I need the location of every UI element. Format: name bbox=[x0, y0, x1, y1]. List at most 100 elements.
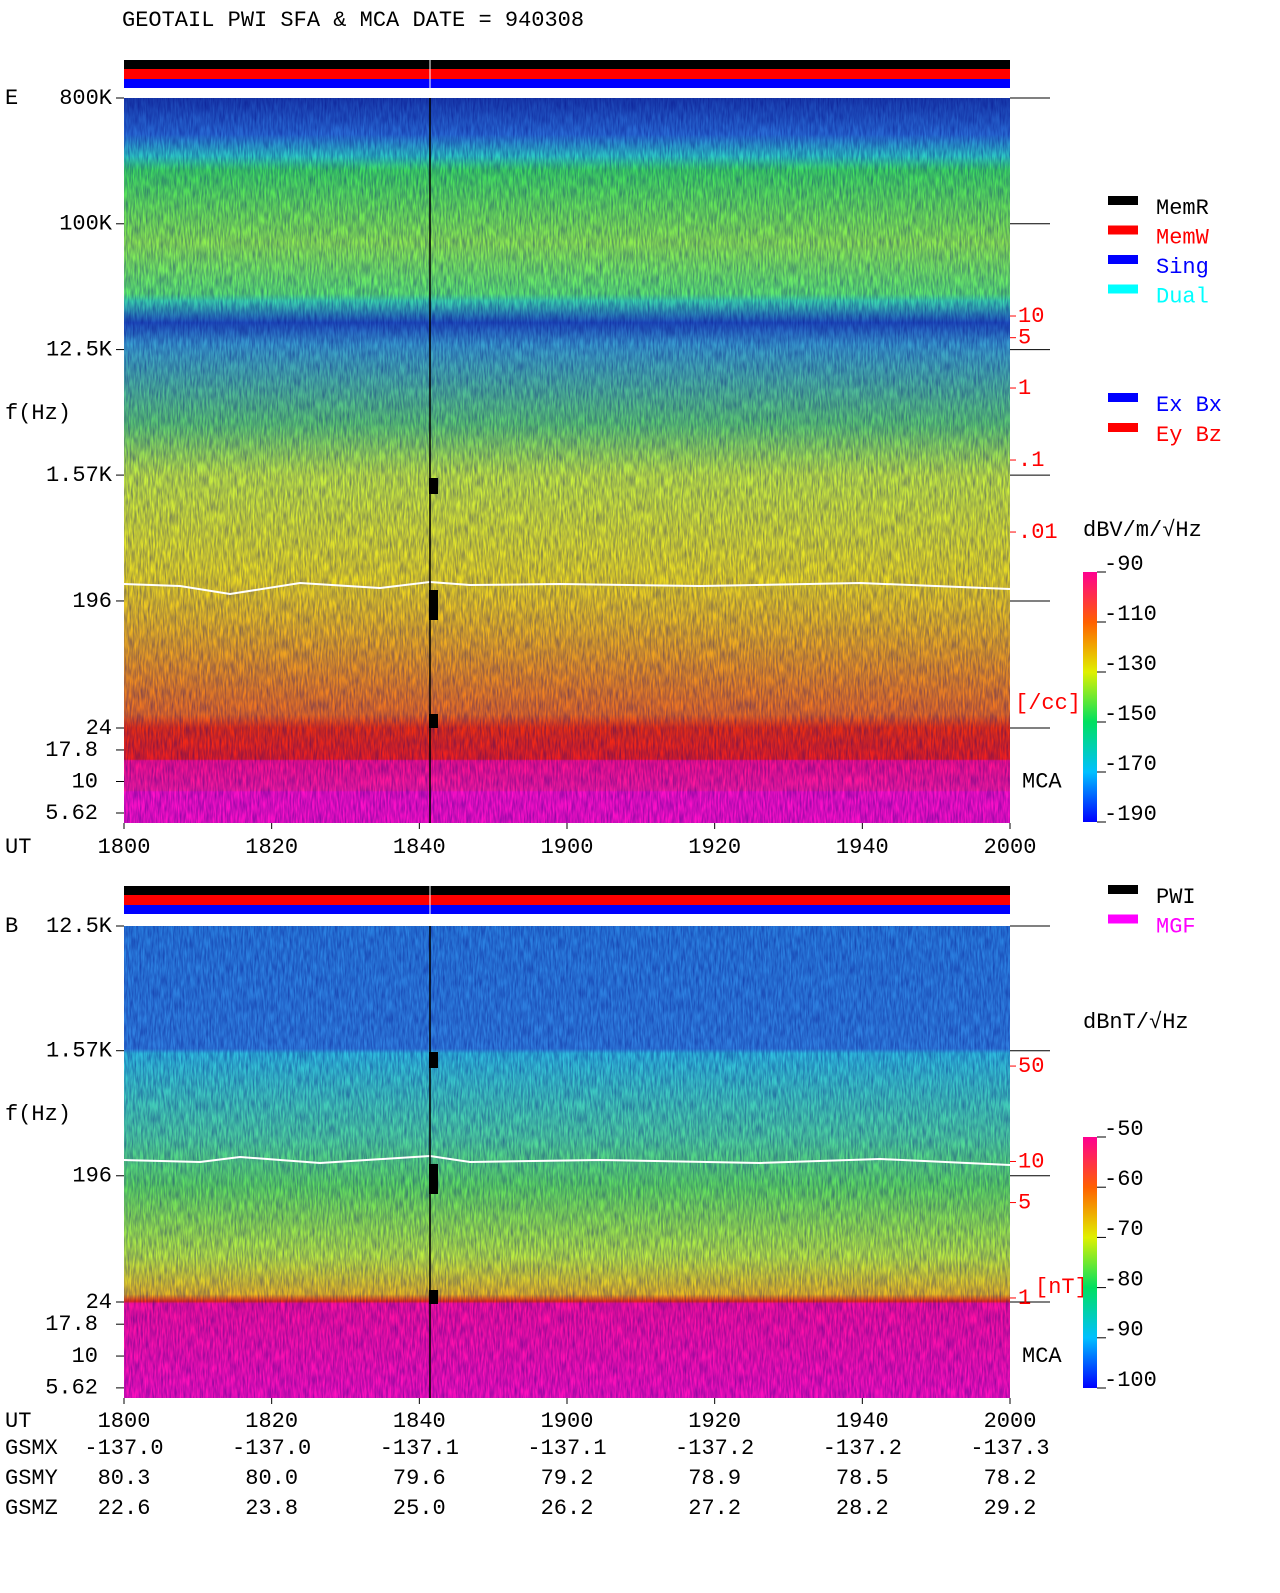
x-tick-label: 1820 bbox=[245, 835, 298, 860]
legend-swatch bbox=[1108, 284, 1138, 294]
x-tick-label: 2000 bbox=[984, 835, 1037, 860]
y-tick-label: 1.57K bbox=[46, 1039, 113, 1064]
gap-marker bbox=[429, 1052, 438, 1068]
colorbar bbox=[1083, 572, 1097, 822]
legend-label: PWI bbox=[1156, 885, 1196, 910]
legend-swatch bbox=[1108, 393, 1138, 402]
status-bar bbox=[124, 886, 1010, 895]
colorbar-tick-label: -190 bbox=[1104, 802, 1157, 827]
ephemeris-value: 79.6 bbox=[393, 1466, 446, 1491]
x-tick-label: 1920 bbox=[688, 1409, 741, 1434]
gap-marker bbox=[429, 590, 438, 620]
ephemeris-value: -137.2 bbox=[823, 1436, 902, 1461]
legend-label: MemW bbox=[1156, 225, 1210, 250]
x-tick-label: 1800 bbox=[98, 835, 151, 860]
y-tick-label: 17.8 bbox=[45, 1312, 98, 1337]
status-bar bbox=[124, 905, 1010, 914]
y2-tick-label: 50 bbox=[1018, 1054, 1044, 1079]
ephemeris-value: 26.2 bbox=[541, 1496, 594, 1521]
y-tick-label: 24 bbox=[86, 716, 112, 741]
spectrogram-texture bbox=[124, 926, 1010, 1398]
y-tick-label: 100K bbox=[59, 212, 113, 237]
y2-tick-label: .01 bbox=[1018, 520, 1058, 545]
mca-label: MCA bbox=[1022, 769, 1062, 794]
ephemeris-value: 78.2 bbox=[984, 1466, 1037, 1491]
panel-label: B bbox=[5, 914, 18, 939]
colorbar-tick-label: -90 bbox=[1104, 552, 1144, 577]
ephemeris-value: 25.0 bbox=[393, 1496, 446, 1521]
ephemeris-value: 23.8 bbox=[245, 1496, 298, 1521]
y-tick-label: 17.8 bbox=[45, 738, 98, 763]
y-tick-label: 12.5K bbox=[46, 337, 113, 362]
y-tick-label: 196 bbox=[72, 589, 112, 614]
ephemeris-value: 29.2 bbox=[984, 1496, 1037, 1521]
x-tick-label: 1840 bbox=[393, 1409, 446, 1434]
legend-swatch bbox=[1108, 196, 1138, 205]
ephemeris-value: 78.9 bbox=[688, 1466, 741, 1491]
status-bar bbox=[124, 79, 1010, 88]
x-tick-label: 1920 bbox=[688, 835, 741, 860]
y-tick-label: 800K bbox=[59, 86, 113, 111]
legend-label: Dual bbox=[1156, 284, 1209, 309]
y2-tick-label: 1 bbox=[1018, 376, 1031, 401]
x-tick-label: 1940 bbox=[836, 835, 889, 860]
status-bar bbox=[124, 60, 1010, 69]
mca-label: MCA bbox=[1022, 1344, 1062, 1369]
ephemeris-value: 78.5 bbox=[836, 1466, 889, 1491]
ephemeris-value: -137.1 bbox=[380, 1436, 459, 1461]
ephemeris-name: GSMX bbox=[5, 1436, 58, 1461]
colorbar bbox=[1083, 1137, 1097, 1388]
legend-label: MGF bbox=[1156, 914, 1196, 939]
colorbar-tick-label: -170 bbox=[1104, 752, 1157, 777]
ephemeris-value: 80.3 bbox=[98, 1466, 151, 1491]
plasma-line bbox=[123, 1154, 1011, 1166]
y-tick-label: 10 bbox=[72, 1344, 98, 1369]
legend-label: Sing bbox=[1156, 255, 1209, 280]
colorbar-tick-label: -90 bbox=[1104, 1318, 1144, 1343]
ephemeris-value: 22.6 bbox=[98, 1496, 151, 1521]
ephemeris-value: 79.2 bbox=[541, 1466, 594, 1491]
colorbar-tick-label: -110 bbox=[1104, 602, 1157, 627]
y-tick-label: 1.57K bbox=[46, 463, 113, 488]
legend-swatch bbox=[1108, 423, 1138, 432]
x-tick-label: 1840 bbox=[393, 835, 446, 860]
ephemeris-value: -137.0 bbox=[84, 1436, 163, 1461]
ephemeris-value: -137.1 bbox=[527, 1436, 606, 1461]
colorbar-tick-label: -150 bbox=[1104, 702, 1157, 727]
legend-label: Ey Bz bbox=[1156, 423, 1222, 448]
panel-label: E bbox=[5, 86, 18, 111]
y2-tick-label: .1 bbox=[1018, 448, 1044, 473]
y-axis-label: f(Hz) bbox=[5, 401, 71, 426]
legend-label: Ex Bx bbox=[1156, 393, 1222, 418]
y2-tick-label: 10 bbox=[1018, 1149, 1044, 1174]
legend-label: MemR bbox=[1156, 196, 1209, 221]
y-axis-label: f(Hz) bbox=[5, 1102, 71, 1127]
y2-tick-label: 1 bbox=[1018, 1286, 1031, 1311]
colorbar-tick-label: -50 bbox=[1104, 1117, 1144, 1142]
legend-swatch bbox=[1108, 885, 1138, 894]
colorbar-tick-label: -100 bbox=[1104, 1368, 1157, 1393]
colorbar-tick-label: -70 bbox=[1104, 1217, 1144, 1242]
y2-tick-label: 10 bbox=[1018, 304, 1044, 329]
x-tick-label: 1900 bbox=[541, 1409, 594, 1434]
y-tick-label: 5.62 bbox=[45, 1376, 98, 1401]
x-axis-label: UT bbox=[5, 1409, 31, 1434]
ephemeris-value: -137.0 bbox=[232, 1436, 311, 1461]
gap-marker bbox=[429, 478, 438, 494]
gap-marker bbox=[429, 1290, 438, 1304]
ephemeris-value: 27.2 bbox=[688, 1496, 741, 1521]
y2-tick-label: 5 bbox=[1018, 326, 1031, 351]
status-bar bbox=[124, 895, 1010, 905]
x-tick-label: 1820 bbox=[245, 1409, 298, 1434]
spectrogram-texture bbox=[124, 98, 1010, 823]
ephemeris-value: -137.3 bbox=[970, 1436, 1049, 1461]
ephemeris-name: GSMZ bbox=[5, 1496, 58, 1521]
y2-unit: [/cc] bbox=[1015, 691, 1081, 716]
colorbar-tick-label: -80 bbox=[1104, 1267, 1144, 1292]
colorbar-label: dBnT/√Hz bbox=[1083, 1010, 1189, 1035]
x-tick-label: 1940 bbox=[836, 1409, 889, 1434]
colorbar-tick-label: -130 bbox=[1104, 652, 1157, 677]
colorbar-tick-label: -60 bbox=[1104, 1167, 1144, 1192]
